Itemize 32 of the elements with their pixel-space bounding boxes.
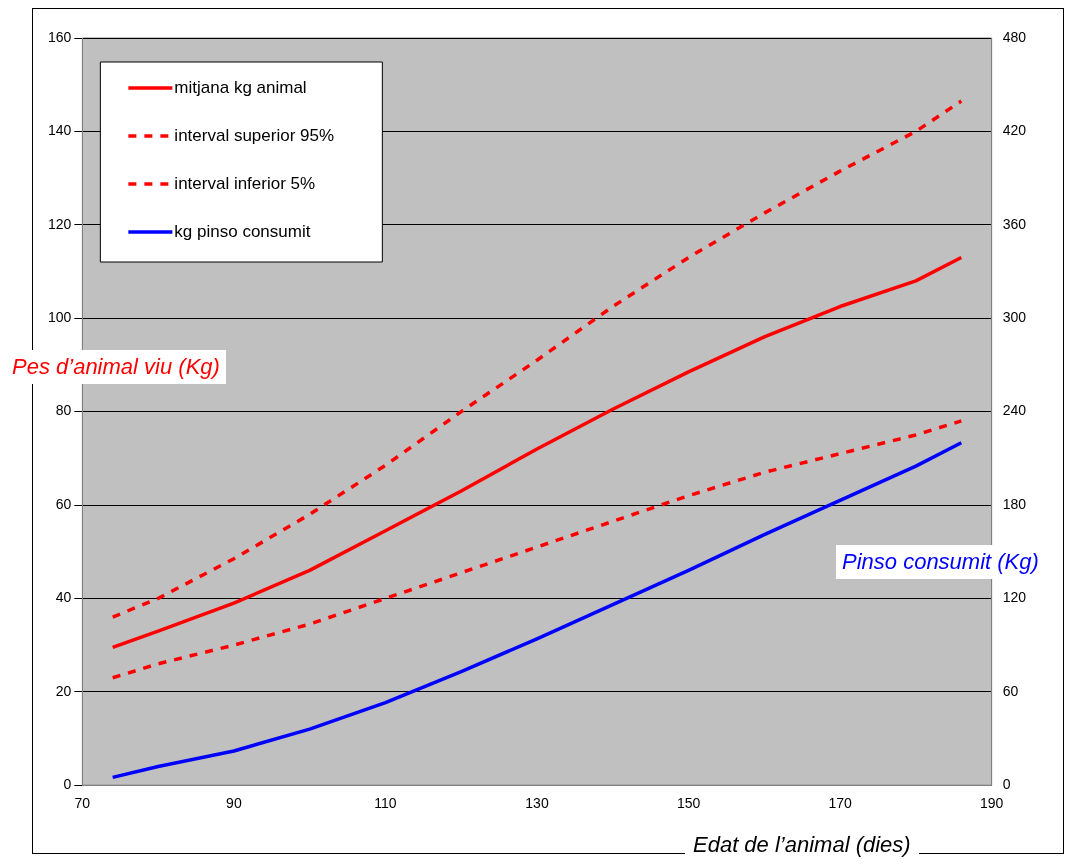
- y2-axis-title: Pinso consumit (Kg): [836, 545, 1045, 579]
- y2-tick-label: 120: [1002, 589, 1027, 606]
- y-tick-label: 120: [48, 215, 72, 232]
- x-tick-label: 190: [979, 795, 1004, 812]
- y-tick-label: 60: [55, 495, 72, 512]
- y2-tick-label: 60: [1002, 682, 1019, 699]
- legend-label: interval superior 95%: [174, 125, 335, 145]
- x-tick-label: 170: [828, 795, 852, 812]
- y2-tick-label: 0: [1002, 776, 1011, 793]
- x-tick-label: 150: [676, 795, 701, 812]
- x-tick-label: 70: [74, 795, 91, 812]
- y2-tick-label: 420: [1002, 122, 1027, 139]
- legend-label: kg pinso consumit: [174, 221, 311, 241]
- x-tick-label: 130: [525, 795, 549, 812]
- x-tick-label: 90: [226, 795, 242, 812]
- y2-tick-label: 180: [1002, 495, 1027, 512]
- y-tick-label: 40: [55, 589, 72, 606]
- y2-tick-label: 360: [1002, 215, 1027, 232]
- y-tick-label: 160: [48, 28, 72, 45]
- y-tick-label: 140: [48, 122, 72, 139]
- y2-tick-label: 480: [1002, 28, 1027, 45]
- y-tick-label: 20: [55, 682, 72, 699]
- y-tick-label: 100: [48, 309, 72, 326]
- y-tick-label: 0: [63, 776, 72, 793]
- x-tick-label: 110: [374, 795, 397, 812]
- y-axis-title: Pes d’animal viu (Kg): [6, 350, 226, 384]
- x-axis-title: Edat de l’animal (dies): [685, 826, 919, 864]
- y2-tick-label: 300: [1002, 309, 1027, 326]
- legend-label: mitjana kg animal: [174, 77, 307, 97]
- y-tick-label: 80: [55, 402, 72, 419]
- legend-label: interval inferior 5%: [174, 173, 316, 193]
- y2-tick-label: 240: [1002, 402, 1027, 419]
